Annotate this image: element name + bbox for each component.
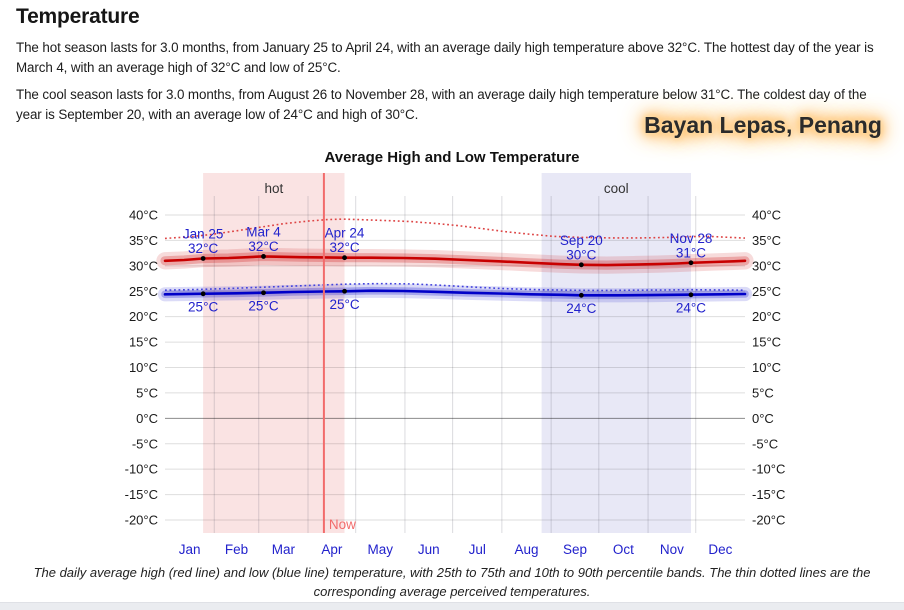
svg-text:32°C: 32°C [188, 241, 218, 256]
svg-text:5°C: 5°C [136, 385, 158, 400]
svg-text:Oct: Oct [613, 542, 634, 557]
svg-text:15°C: 15°C [129, 335, 158, 350]
svg-text:Mar: Mar [272, 542, 296, 557]
svg-text:20°C: 20°C [129, 309, 158, 324]
cool-season-paragraph: The cool season lasts for 3.0 months, fr… [16, 87, 867, 122]
svg-text:0°C: 0°C [136, 411, 158, 426]
svg-text:Jul: Jul [469, 542, 486, 557]
y-axis-labels: 40°C 40°C 35°C 35°C 30°C 30°C 25°C 25°C 20°C 20°C… [125, 208, 786, 528]
svg-text:Nov 28: Nov 28 [670, 231, 713, 246]
svg-text:40°C: 40°C [752, 208, 781, 223]
svg-text:-5°C: -5°C [132, 436, 158, 451]
svg-text:Dec: Dec [708, 542, 732, 557]
svg-text:Jun: Jun [418, 542, 440, 557]
svg-text:25°C: 25°C [752, 284, 781, 299]
svg-text:24°C: 24°C [676, 300, 706, 315]
svg-text:-15°C: -15°C [752, 487, 785, 502]
hot-season-paragraph: The hot season lasts for 3.0 months, fro… [16, 40, 874, 75]
svg-text:10°C: 10°C [129, 360, 158, 375]
chart-title: Average High and Low Temperature [324, 149, 580, 166]
svg-text:25°C: 25°C [329, 297, 359, 312]
season-bands [203, 173, 691, 533]
svg-text:Apr: Apr [321, 542, 343, 557]
svg-text:Apr 24: Apr 24 [325, 226, 365, 241]
svg-text:30°C: 30°C [566, 247, 596, 262]
svg-text:-5°C: -5°C [752, 436, 778, 451]
page-title: Temperature [16, 5, 140, 28]
svg-text:-10°C: -10°C [125, 462, 158, 477]
svg-text:Aug: Aug [514, 542, 538, 557]
svg-text:5°C: 5°C [752, 385, 774, 400]
svg-text:Mar 4: Mar 4 [246, 224, 281, 239]
svg-text:Nov: Nov [660, 542, 684, 557]
svg-text:hot: hot [264, 181, 283, 196]
svg-text:Jan 25: Jan 25 [183, 226, 224, 241]
svg-text:-20°C: -20°C [125, 513, 158, 528]
svg-text:25°C: 25°C [129, 284, 158, 299]
x-axis-labels: Jan Feb Mar Apr May Jun Jul Aug Sep Oct Nov Dec [179, 542, 733, 557]
svg-text:32°C: 32°C [248, 239, 278, 254]
svg-text:35°C: 35°C [752, 233, 781, 248]
svg-text:Now: Now [329, 517, 356, 532]
svg-text:May: May [368, 542, 394, 557]
svg-text:24°C: 24°C [566, 301, 596, 316]
bottom-divider [0, 602, 904, 610]
svg-text:20°C: 20°C [752, 309, 781, 324]
location-label: Bayan Lepas, Penang [644, 112, 882, 138]
svg-text:-10°C: -10°C [752, 462, 785, 477]
svg-text:25°C: 25°C [248, 298, 278, 313]
gridlines [165, 196, 745, 533]
svg-text:Sep: Sep [563, 542, 587, 557]
svg-text:15°C: 15°C [752, 335, 781, 350]
chart-caption: The daily average high (red line) and lo… [33, 565, 871, 599]
svg-text:Feb: Feb [225, 542, 248, 557]
svg-text:-15°C: -15°C [125, 487, 158, 502]
svg-text:Jan: Jan [179, 542, 201, 557]
now-marker: Now [322, 173, 356, 533]
season-labels: hot cool [264, 181, 628, 196]
svg-text:40°C: 40°C [129, 208, 158, 223]
perceived-temperature-lines [164, 218, 746, 292]
svg-text:25°C: 25°C [188, 299, 218, 314]
svg-text:0°C: 0°C [752, 411, 774, 426]
svg-text:35°C: 35°C [129, 233, 158, 248]
svg-text:-20°C: -20°C [752, 513, 785, 528]
svg-text:30°C: 30°C [752, 258, 781, 273]
svg-text:32°C: 32°C [329, 240, 359, 255]
svg-text:30°C: 30°C [129, 258, 158, 273]
svg-text:Sep 20: Sep 20 [560, 233, 603, 248]
svg-text:31°C: 31°C [676, 245, 706, 260]
svg-text:cool: cool [604, 181, 629, 196]
average-temperature-lines [163, 255, 747, 297]
svg-text:10°C: 10°C [752, 360, 781, 375]
